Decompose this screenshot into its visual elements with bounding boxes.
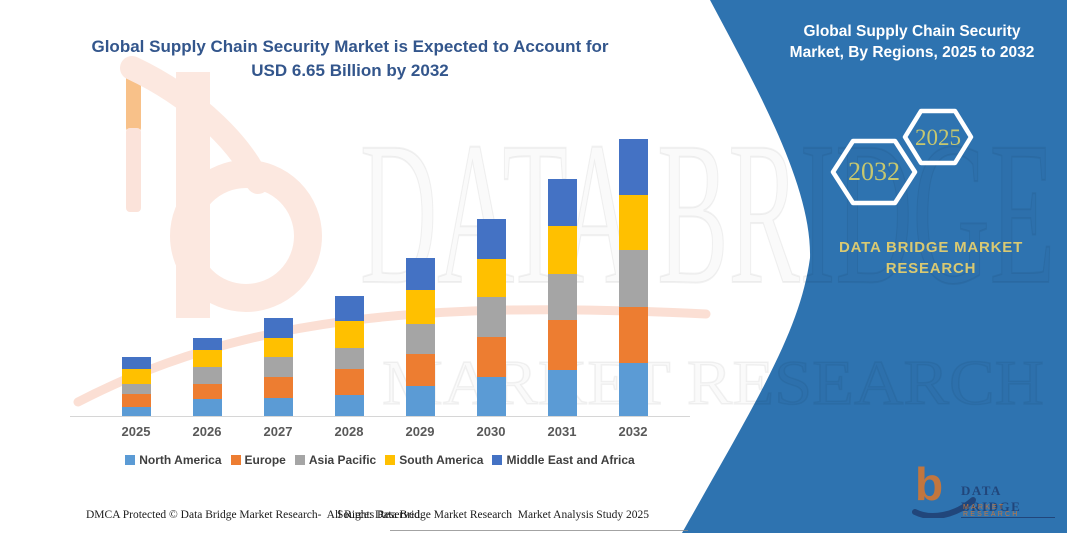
bar-2029	[405, 258, 435, 416]
bar-segment-europe	[121, 394, 151, 407]
bar-segment-south-america	[192, 349, 222, 368]
bar-2027	[263, 317, 293, 416]
bottom-border-line	[390, 530, 688, 531]
legend-swatch-icon	[230, 455, 241, 465]
bar-segment-europe	[405, 353, 435, 386]
x-axis-label-2027: 2027	[263, 424, 293, 439]
chart-title-line2: USD 6.65 Billion by 2032	[251, 61, 449, 80]
bar-segment-south-america	[405, 290, 435, 325]
panel-title-line2: Market, By Regions, 2025 to 2032	[789, 44, 1035, 61]
bar-segment-north-america	[618, 363, 648, 416]
legend-swatch-icon	[492, 455, 503, 465]
bar-segment-europe	[547, 320, 577, 371]
legend-item-north-america: North America	[125, 453, 222, 467]
x-axis-labels: 2025 2026 2027 2028 2029 2030 2031 2032	[0, 424, 1067, 442]
source-note: Source: Data Bridge Market Research Mark…	[337, 509, 650, 521]
dmca-notice: DMCA Protected © Data Bridge Market Rese…	[86, 509, 423, 521]
bar-segment-europe	[334, 368, 364, 396]
bar-segment-south-america	[334, 320, 364, 348]
bar-2030	[476, 218, 506, 416]
bar-segment-europe	[192, 384, 222, 399]
legend-item-europe: Europe	[230, 453, 286, 467]
databridge-logo: b DATA BRIDGE MARKET RESEARCH	[912, 460, 1055, 518]
bar-segment-middle-east-and-africa	[192, 337, 222, 350]
bar-segment-asia-pacific	[547, 273, 577, 321]
panel-title-line1: Global Supply Chain Security	[803, 23, 1021, 40]
bar-2025	[121, 357, 151, 416]
brand-wordmark-line2: RESEARCH	[885, 260, 977, 277]
bar-segment-north-america	[263, 397, 293, 416]
bar-segment-europe	[476, 337, 506, 378]
logo-swoosh-icon	[912, 497, 976, 518]
bar-segment-asia-pacific	[476, 297, 506, 338]
legend-item-south-america: South America	[385, 453, 483, 467]
panel-title: Global Supply Chain Security Market, By …	[768, 21, 1056, 63]
logo-tagline: MARKET RESEARCH	[963, 504, 1020, 518]
x-axis-label-2030: 2030	[476, 424, 506, 439]
badge-2025: 2025	[902, 108, 974, 166]
bar-segment-north-america	[476, 377, 506, 416]
bar-2028	[334, 296, 364, 416]
bar-segment-middle-east-and-africa	[263, 317, 293, 338]
logo-name: DATA BRIDGE	[961, 483, 1055, 518]
bar-2031	[547, 179, 577, 416]
chart-legend: North America Europe Asia Pacific South Ame…	[70, 453, 690, 467]
legend-label: Europe	[244, 453, 286, 467]
bar-segment-europe	[618, 307, 648, 364]
chart-title-line1: Global Supply Chain Security Market is E…	[91, 37, 609, 56]
brand-wordmark-line1: DATA BRIDGE MARKET	[838, 239, 1024, 256]
bar-segment-north-america	[334, 395, 364, 416]
legend-item-middle-east-and-africa: Middle East and Africa	[492, 453, 635, 467]
bar-segment-europe	[263, 376, 293, 398]
legend-label: South America	[399, 453, 484, 467]
bar-segment-asia-pacific	[618, 249, 648, 308]
bar-segment-south-america	[476, 259, 506, 298]
bar-segment-middle-east-and-africa	[334, 296, 364, 321]
legend-swatch-icon	[385, 455, 396, 465]
bar-2032	[618, 139, 648, 416]
legend-swatch-icon	[294, 455, 305, 465]
legend-label: Middle East and Africa	[506, 453, 635, 467]
x-axis-label-2029: 2029	[405, 424, 435, 439]
x-axis-label-2031: 2031	[547, 424, 577, 439]
logo-b-icon: b	[915, 458, 944, 510]
bar-segment-asia-pacific	[121, 383, 151, 395]
bar-segment-middle-east-and-africa	[121, 357, 151, 370]
bar-segment-north-america	[547, 370, 577, 416]
legend-item-asia-pacific: Asia Pacific	[294, 453, 377, 467]
bar-segment-south-america	[618, 194, 648, 250]
bar-segment-south-america	[121, 369, 151, 384]
bar-segment-middle-east-and-africa	[618, 139, 648, 195]
badge-2032: 2032	[830, 138, 918, 206]
year-badges: 2025 2032	[830, 108, 974, 206]
bar-segment-asia-pacific	[405, 324, 435, 354]
bar-segment-middle-east-and-africa	[405, 258, 435, 291]
x-axis-line	[70, 416, 690, 417]
bar-segment-north-america	[121, 406, 151, 416]
legend-label: Asia Pacific	[308, 453, 377, 467]
bar-segment-south-america	[263, 337, 293, 357]
bar-2026	[192, 337, 222, 416]
badge-2025-label: 2025	[915, 125, 961, 150]
legend-label: North America	[139, 453, 222, 467]
bar-segment-middle-east-and-africa	[547, 179, 577, 227]
bar-segment-middle-east-and-africa	[476, 218, 506, 260]
x-axis-label-2032: 2032	[618, 424, 648, 439]
badge-2032-label: 2032	[848, 157, 900, 186]
bar-segment-asia-pacific	[192, 367, 222, 385]
bar-segment-asia-pacific	[263, 356, 293, 377]
x-axis-label-2028: 2028	[334, 424, 364, 439]
x-axis-label-2025: 2025	[121, 424, 151, 439]
bar-segment-north-america	[192, 398, 222, 416]
x-axis-label-2026: 2026	[192, 424, 222, 439]
brand-wordmark: DATA BRIDGE MARKET RESEARCH	[795, 237, 1067, 279]
bar-segment-south-america	[547, 226, 577, 274]
legend-swatch-icon	[125, 455, 136, 465]
bar-segment-asia-pacific	[334, 347, 364, 369]
bar-segment-north-america	[405, 386, 435, 416]
chart-title: Global Supply Chain Security Market is E…	[40, 35, 660, 83]
